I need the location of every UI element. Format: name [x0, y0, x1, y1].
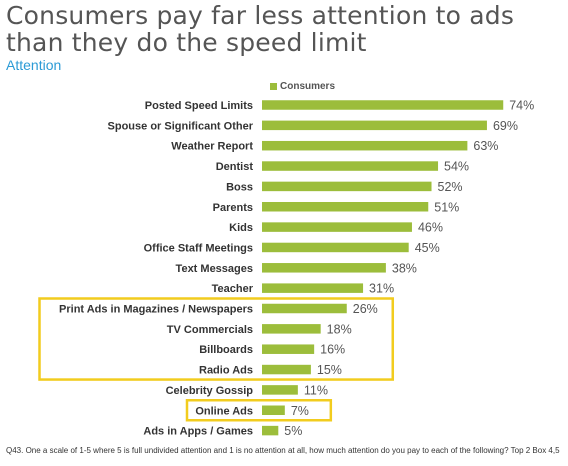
- category-label: Billboards: [199, 344, 253, 356]
- value-label: 46%: [418, 221, 443, 235]
- footnote: Q43. One a scale of 1-5 where 5 is full …: [6, 446, 560, 455]
- legend-swatch: [270, 83, 277, 90]
- value-label: 69%: [493, 119, 518, 133]
- value-label: 63%: [473, 139, 498, 153]
- category-label: Radio Ads: [199, 365, 253, 377]
- value-label: 74%: [509, 99, 534, 113]
- category-label: Celebrity Gossip: [166, 385, 254, 397]
- category-label: TV Commercials: [167, 324, 253, 336]
- bar: [262, 181, 432, 192]
- bar: [262, 425, 279, 436]
- bar: [262, 222, 412, 232]
- value-label: 31%: [369, 282, 394, 296]
- highlight-box-1: [38, 297, 395, 381]
- value-label: 38%: [392, 261, 417, 275]
- category-label: Boss: [226, 181, 253, 193]
- bar: [262, 202, 429, 212]
- bar: [262, 344, 315, 354]
- value-label: 7%: [291, 404, 309, 418]
- bar: [262, 263, 386, 273]
- category-label: Posted Speed Limits: [145, 100, 253, 112]
- bar: [262, 364, 311, 375]
- bar: [262, 283, 364, 293]
- category-label: Online Ads: [195, 405, 253, 417]
- bar: [262, 140, 468, 151]
- category-label: Teacher: [212, 283, 254, 295]
- category-label: Print Ads in Magazines / Newspapers: [59, 304, 253, 316]
- value-label: 5%: [284, 424, 302, 438]
- value-label: 15%: [317, 363, 342, 377]
- bar: [262, 120, 487, 131]
- category-label: Office Staff Meetings: [144, 242, 253, 254]
- chart-title: Consumers pay far less attention to ads …: [6, 1, 515, 57]
- value-label: 16%: [320, 343, 345, 357]
- value-label: 18%: [327, 322, 352, 336]
- bar: [262, 242, 409, 253]
- category-label: Kids: [229, 222, 253, 234]
- bar: [262, 385, 298, 395]
- category-label: Dentist: [216, 161, 254, 173]
- bar: [262, 161, 439, 171]
- value-label: 45%: [415, 241, 440, 255]
- bar: [262, 405, 285, 415]
- value-label: 52%: [438, 180, 463, 194]
- category-label: Spouse or Significant Other: [108, 120, 254, 132]
- category-label: Weather Report: [171, 141, 253, 153]
- bar: [262, 324, 321, 334]
- bar: [262, 303, 347, 314]
- chart-subtitle: Attention: [6, 57, 62, 73]
- value-label: 11%: [304, 383, 328, 397]
- bar: [262, 100, 504, 110]
- value-label: 54%: [444, 160, 469, 174]
- category-label: Text Messages: [176, 263, 253, 275]
- legend: Consumers: [270, 81, 335, 92]
- legend-label: Consumers: [280, 81, 336, 92]
- highlight-box-2: [185, 399, 333, 422]
- value-label: 26%: [353, 302, 378, 316]
- category-label: Parents: [213, 202, 253, 214]
- category-label: Ads in Apps / Games: [143, 426, 253, 438]
- value-label: 51%: [434, 200, 459, 214]
